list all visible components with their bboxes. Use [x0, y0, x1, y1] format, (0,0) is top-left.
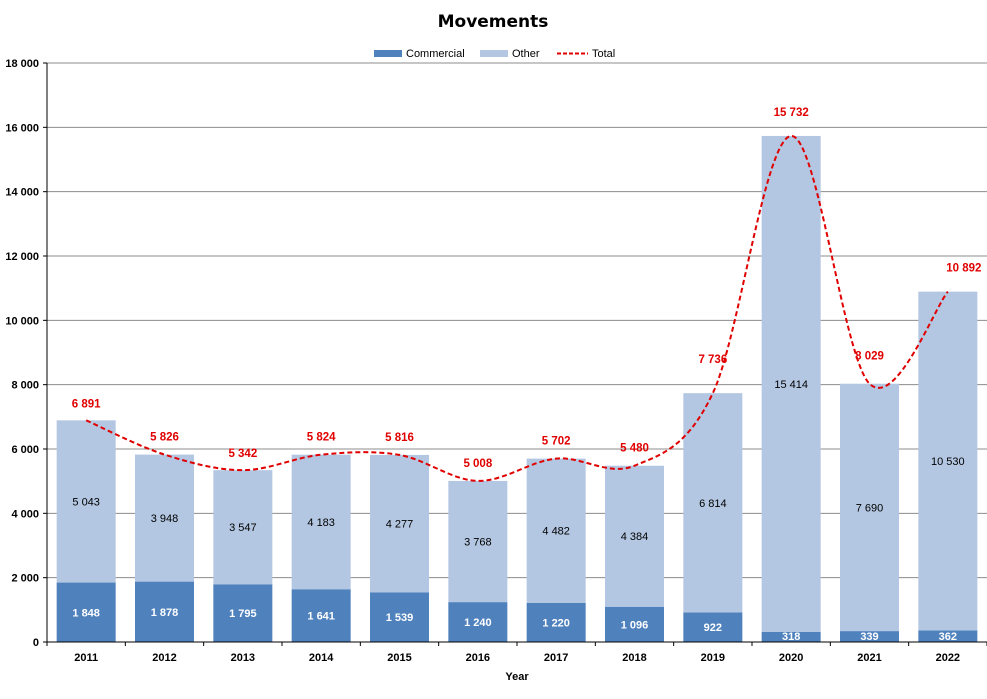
data-label-total: 5 342	[228, 448, 257, 460]
bar-commercial	[370, 592, 429, 642]
data-label-total: 5 480	[620, 443, 649, 455]
bar-other	[135, 454, 194, 582]
y-tick-label: 10 000	[5, 315, 39, 327]
x-tick-label: 2021	[857, 652, 881, 664]
y-tick-label: 6 000	[11, 444, 39, 456]
data-label-other: 7 690	[856, 502, 884, 514]
data-label-total: 5 008	[463, 458, 492, 470]
data-label-commercial: 1 096	[621, 619, 649, 631]
data-label-other: 6 814	[699, 498, 727, 510]
x-tick-label: 2014	[309, 652, 334, 664]
bar-other	[370, 454, 429, 593]
data-label-total: 10 892	[946, 263, 981, 275]
x-axis: 2011 2012 2013 2014 2015 2016 2017 2018 2019 2020…	[46, 641, 987, 664]
y-tick-label: 0	[33, 637, 39, 649]
data-label-other: 3 547	[229, 522, 257, 534]
data-label-commercial: 1 240	[464, 617, 492, 629]
data-label-other: 4 482	[542, 526, 570, 538]
data-label-total: 8 029	[855, 351, 884, 363]
data-label-commercial: 1 641	[307, 611, 335, 623]
data-label-other: 4 183	[307, 517, 335, 529]
data-label-total: 15 732	[774, 107, 809, 119]
legend-swatch-other	[480, 50, 508, 57]
data-label-commercial: 1 220	[542, 617, 570, 629]
x-tick-label: 2016	[466, 652, 490, 664]
bar-other	[291, 454, 351, 590]
bar-commercial	[605, 606, 664, 642]
total-series-line	[85, 134, 949, 482]
bar-other	[605, 465, 664, 607]
legend-label-total: Total	[592, 48, 615, 60]
x-tick-label: 2019	[701, 652, 725, 664]
legend-label-commercial: Commercial	[406, 48, 465, 60]
bar-other	[918, 291, 978, 631]
x-tick-label: 2015	[387, 652, 411, 664]
bar-other	[213, 470, 273, 585]
bar-commercial	[448, 602, 508, 642]
legend-swatch-commercial	[374, 50, 402, 57]
y-tick-label: 16 000	[5, 122, 39, 134]
data-label-other: 10 530	[931, 456, 965, 468]
bar-commercial	[526, 602, 586, 642]
data-label-total: 6 891	[72, 398, 101, 410]
data-label-commercial: 1 539	[386, 612, 414, 624]
total-labels: 6 891 5 826 5 342 5 824 5 816 5 008 5 702 5 480…	[72, 107, 982, 470]
bar-commercial	[135, 581, 194, 642]
bar-other	[448, 480, 508, 603]
data-label-other: 3 768	[464, 537, 492, 549]
bar-other	[526, 458, 586, 603]
data-label-other: 4 384	[621, 531, 649, 543]
y-tick-label: 4 000	[11, 508, 39, 520]
y-tick-label: 8 000	[11, 380, 39, 392]
legend-label-other: Other	[512, 48, 540, 60]
x-tick-label: 2011	[74, 652, 98, 664]
bar-commercial	[291, 589, 351, 642]
chart-title: Movements	[438, 12, 549, 32]
bar-other	[840, 383, 899, 632]
bar-other	[683, 393, 743, 613]
segment-labels: 1 848 5 043 1 878 3 948 1 795 3 547 1 641 4 183…	[72, 379, 964, 643]
data-label-total: 7 736	[698, 354, 727, 366]
y-tick-label: 18 000	[5, 58, 39, 70]
x-axis-title: Year	[505, 671, 529, 683]
data-label-commercial: 362	[939, 631, 957, 643]
x-tick-label: 2012	[152, 652, 176, 664]
data-label-total: 5 826	[150, 432, 179, 444]
data-label-other: 3 948	[151, 513, 179, 525]
bar-commercial	[56, 582, 116, 642]
x-tick-label: 2020	[779, 652, 803, 664]
bar-commercial	[761, 631, 821, 642]
data-label-commercial: 339	[860, 631, 878, 643]
data-label-total: 5 816	[385, 432, 414, 444]
bar-other	[761, 135, 821, 632]
legend: Commercial Other Total	[374, 48, 615, 60]
x-tick-label: 2017	[544, 652, 568, 664]
bar-other	[56, 420, 116, 583]
data-label-commercial: 922	[704, 622, 722, 634]
data-label-other: 15 414	[774, 379, 808, 391]
bar-commercial	[918, 630, 978, 642]
y-axis: 0 2 000 4 000 6 000 8 000 10 000 12 000 14 000 1…	[5, 58, 48, 649]
y-tick-label: 2 000	[11, 573, 39, 585]
total-line	[85, 134, 949, 482]
bar-commercial	[213, 584, 273, 642]
y-tick-label: 12 000	[5, 251, 39, 263]
x-tick-label: 2022	[936, 652, 960, 664]
x-tick-label: 2018	[622, 652, 646, 664]
data-label-commercial: 1 878	[151, 607, 179, 619]
data-label-commercial: 1 795	[229, 608, 257, 620]
data-label-other: 4 277	[386, 519, 414, 531]
x-tick-label: 2013	[231, 652, 255, 664]
data-label-commercial: 1 848	[72, 607, 100, 619]
data-label-total: 5 824	[307, 432, 336, 444]
y-tick-label: 14 000	[5, 187, 39, 199]
bars	[56, 135, 978, 642]
data-label-other: 5 043	[72, 496, 100, 508]
bar-commercial	[840, 631, 899, 642]
bar-commercial	[683, 612, 743, 642]
data-label-commercial: 318	[782, 631, 800, 643]
data-label-total: 5 702	[542, 436, 571, 448]
